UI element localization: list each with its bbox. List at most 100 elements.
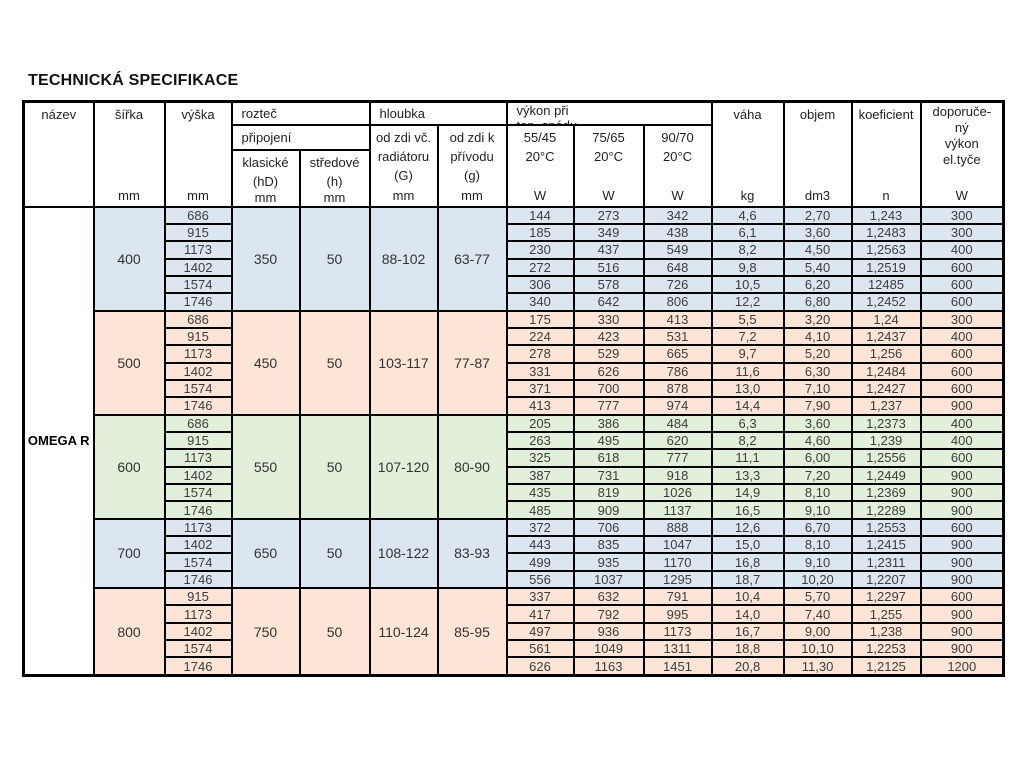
cell-vyska: 1574 [163, 482, 233, 503]
cell-vaha_kg: 6,1 [710, 222, 785, 243]
cell-objem_dm3: 9,10 [782, 500, 853, 520]
cell-sirka: 600 [92, 413, 166, 520]
cell-el_tyce_w: 300 [919, 309, 1005, 329]
cell-p75_65: 819 [572, 482, 645, 503]
cell-vyska: 1746 [163, 656, 233, 677]
cell-p55_45: 497 [505, 621, 575, 642]
cell-objem_dm3: 9,10 [782, 552, 853, 572]
cell-el_tyce_w: 900 [919, 465, 1005, 486]
cell-p75_65: 792 [572, 604, 645, 624]
product-name: OMEGA R [22, 205, 95, 677]
cell-koeficient_n: 1,2519 [850, 257, 922, 277]
cell-p75_65: 632 [572, 587, 645, 607]
cell-el_tyce_w: 600 [919, 344, 1005, 364]
col-header-hloubka: hloubka [368, 100, 508, 126]
col-header-klasicke: klasické (hD) mm [230, 148, 301, 208]
col-header-vyska: výška mm [163, 100, 233, 208]
header-label: název [41, 107, 77, 122]
unit-label: mm [187, 187, 209, 203]
table-row: 800 915 750 50 110-124 85-95 337 632 791 10,4 5,70… [24, 587, 1005, 677]
header-label: připojení [241, 129, 292, 145]
header-label: rozteč [241, 105, 277, 121]
unit-label: dm3 [804, 187, 831, 203]
cell-koeficient_n: 1,2452 [850, 292, 922, 312]
cell-p75_65: 777 [572, 396, 645, 416]
cell-vyska: 1173 [163, 344, 233, 364]
cell-vaha_kg: 11,6 [710, 361, 785, 381]
cell-vaha_kg: 18,8 [710, 639, 785, 659]
cell-koeficient_n: 1,2253 [850, 639, 922, 659]
table-header: název šířka mm výška mm rozteč hloubka výk… [22, 100, 1005, 208]
cell-objem_dm3: 6,30 [782, 361, 853, 381]
cell-p90_70: 1451 [642, 656, 713, 677]
cell-p75_65: 835 [572, 535, 645, 555]
col-header-objem: objem dm3 [782, 100, 853, 208]
cell-hloubka-g: 85-95 [436, 587, 508, 677]
cell-vaha_kg: 6,3 [710, 413, 785, 433]
cell-p90_70: 786 [642, 361, 713, 381]
unit-label: mm [392, 187, 415, 203]
cell-koeficient_n: 1,2449 [850, 465, 922, 486]
cell-vyska: 1746 [163, 569, 233, 590]
col-header-stredove: středové (h) mm [298, 148, 371, 208]
table-row: 1173 230 437 549 8,2 4,50 1,2563 400 [24, 240, 1005, 260]
cell-vyska: 686 [163, 309, 233, 329]
cell-objem_dm3: 8,10 [782, 535, 853, 555]
cell-el_tyce_w: 600 [919, 257, 1005, 277]
col-header-sirka: šířka mm [92, 100, 166, 208]
header-row-1: název šířka mm výška mm rozteč hloubka výk… [22, 100, 1005, 208]
cell-el_tyce_w: 400 [919, 430, 1005, 451]
cell-roztec-stredove: 50 [298, 413, 371, 520]
cell-vaha_kg: 15,0 [710, 535, 785, 555]
cell-hloubka-G: 110-124 [368, 587, 439, 677]
cell-vyska: 686 [163, 413, 233, 433]
cell-p90_70: 1170 [642, 552, 713, 572]
cell-p75_65: 618 [572, 448, 645, 468]
cell-koeficient_n: 1,237 [850, 396, 922, 416]
cell-el_tyce_w: 900 [919, 552, 1005, 572]
unit-label: mm [461, 187, 483, 203]
header-label: klasické (hD) [242, 154, 289, 189]
cell-el_tyce_w: 900 [919, 604, 1005, 624]
cell-vyska: 1402 [163, 535, 233, 555]
cell-sirka: 500 [92, 309, 166, 416]
cell-vaha_kg: 8,2 [710, 430, 785, 451]
cell-p90_70: 995 [642, 604, 713, 624]
cell-p90_70: 1137 [642, 500, 713, 520]
cell-vaha_kg: 8,2 [710, 240, 785, 260]
cell-roztec-klasicke: 450 [230, 309, 301, 416]
cell-el_tyce_w: 900 [919, 621, 1005, 642]
cell-objem_dm3: 2,70 [782, 205, 853, 225]
cell-koeficient_n: 1,2289 [850, 500, 922, 520]
cell-p55_45: 626 [505, 656, 575, 677]
cell-objem_dm3: 3,20 [782, 309, 853, 329]
cell-objem_dm3: 4,50 [782, 240, 853, 260]
cell-p90_70: 726 [642, 274, 713, 295]
cell-vyska: 915 [163, 587, 233, 607]
cell-p90_70: 918 [642, 465, 713, 486]
cell-objem_dm3: 9,00 [782, 621, 853, 642]
cell-p90_70: 1026 [642, 482, 713, 503]
cell-objem_dm3: 7,40 [782, 604, 853, 624]
cell-p55_45: 372 [505, 517, 575, 538]
header-label: výkon při top. spádu [516, 103, 578, 123]
cell-koeficient_n: 1,2556 [850, 448, 922, 468]
cell-p75_65: 936 [572, 621, 645, 642]
cell-hloubka-g: 80-90 [436, 413, 508, 520]
cell-p75_65: 437 [572, 240, 645, 260]
cell-p55_45: 417 [505, 604, 575, 624]
table-row: 915 224 423 531 7,2 4,10 1,2437 400 [24, 326, 1005, 347]
table-row: 1746 485 909 1137 16,5 9,10 1,2289 900 [24, 500, 1005, 520]
cell-objem_dm3: 3,60 [782, 222, 853, 243]
cell-el_tyce_w: 400 [919, 413, 1005, 433]
cell-p55_45: 185 [505, 222, 575, 243]
header-label: 90/70 20°C [661, 129, 694, 164]
table-row: 1402 272 516 648 9,8 5,40 1,2519 600 [24, 257, 1005, 277]
cell-p75_65: 909 [572, 500, 645, 520]
header-label: výška [181, 107, 215, 122]
table-row: 1746 340 642 806 12,2 6,80 1,2452 600 [24, 292, 1005, 312]
col-header-90-70: 90/70 20°C W [642, 123, 713, 208]
cell-objem_dm3: 10,20 [782, 569, 853, 590]
cell-p90_70: 888 [642, 517, 713, 538]
unit-label: W [533, 187, 547, 203]
